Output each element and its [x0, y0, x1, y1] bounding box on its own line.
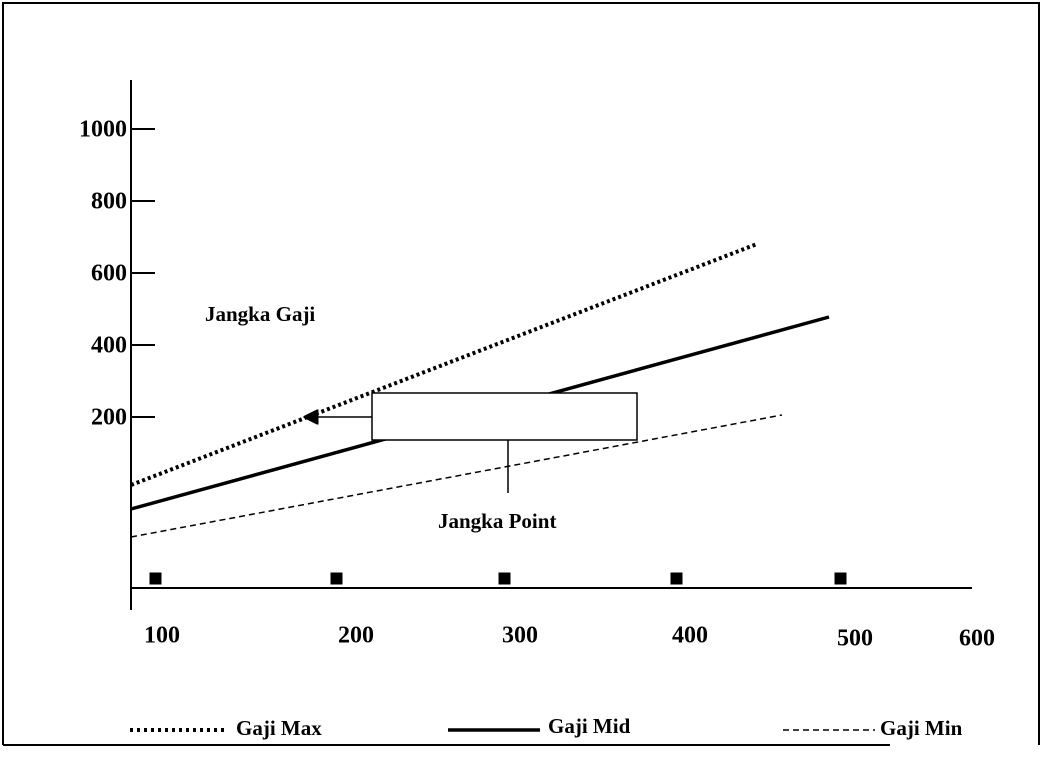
annotation: Jangka Point — [438, 509, 556, 533]
x-markers — [150, 573, 846, 584]
y-label: 1000 — [79, 117, 127, 143]
max-line — [131, 244, 757, 485]
diagram: 1000 800 600 400 200 100 200 300 400 500… — [0, 0, 1042, 773]
point-box — [372, 393, 637, 440]
y-label: 200 — [91, 405, 127, 431]
x-label: 600 — [959, 626, 995, 652]
annotation: Jangka Gaji — [205, 302, 315, 326]
legend-label: Gaji Min — [880, 716, 963, 740]
legend-label: Gaji Mid — [548, 714, 631, 738]
y-label: 400 — [91, 333, 127, 359]
y-label: 600 — [91, 261, 127, 287]
x-label: 100 — [144, 623, 180, 649]
legend-label: Gaji Max — [236, 716, 322, 740]
y-ticks — [131, 129, 155, 417]
y-label: 800 — [91, 189, 127, 215]
x-label: 400 — [672, 623, 708, 649]
x-label: 500 — [837, 626, 873, 652]
x-label: 300 — [502, 623, 538, 649]
x-label: 200 — [338, 623, 374, 649]
